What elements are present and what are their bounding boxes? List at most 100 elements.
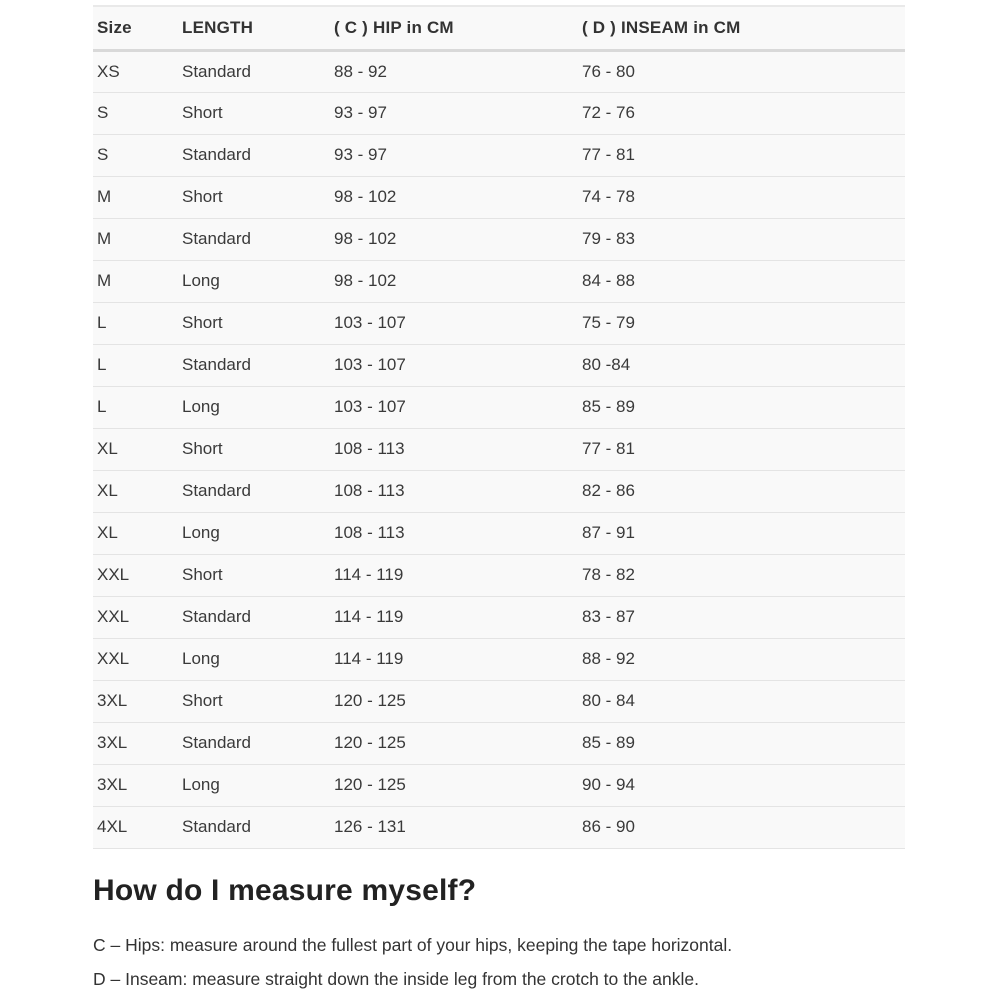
table-row: 3XL Long 120 - 125 90 - 94 <box>93 764 905 807</box>
cell-length: Long <box>178 386 330 429</box>
cell-inseam: 79 - 83 <box>578 218 905 261</box>
cell-length: Short <box>178 554 330 597</box>
cell-size: XL <box>93 512 178 555</box>
cell-hip: 126 - 131 <box>330 806 578 849</box>
cell-hip: 108 - 113 <box>330 428 578 471</box>
cell-hip: 93 - 97 <box>330 92 578 135</box>
cell-hip: 114 - 119 <box>330 596 578 639</box>
cell-length: Long <box>178 260 330 303</box>
cell-hip: 98 - 102 <box>330 176 578 219</box>
cell-size: M <box>93 218 178 261</box>
table-row: 3XL Short 120 - 125 80 - 84 <box>93 680 905 723</box>
cell-inseam: 88 - 92 <box>578 638 905 681</box>
cell-size: XL <box>93 470 178 513</box>
header-size: Size <box>93 6 178 52</box>
table-row: L Short 103 - 107 75 - 79 <box>93 302 905 345</box>
cell-size: L <box>93 344 178 387</box>
cell-inseam: 75 - 79 <box>578 302 905 345</box>
table-row: M Long 98 - 102 84 - 88 <box>93 260 905 303</box>
measure-title: How do I measure myself? <box>93 873 477 907</box>
hips-instruction: C – Hips: measure around the fullest par… <box>93 934 733 955</box>
size-chart-table: Size LENGTH ( C ) HIP in CM ( D ) INSEAM… <box>93 5 905 849</box>
size-chart-header: Size LENGTH ( C ) HIP in CM ( D ) INSEAM… <box>93 6 905 52</box>
cell-length: Short <box>178 92 330 135</box>
cell-hip: 103 - 107 <box>330 344 578 387</box>
cell-hip: 93 - 97 <box>330 134 578 177</box>
table-row: L Standard 103 - 107 80 -84 <box>93 344 905 387</box>
cell-length: Standard <box>178 470 330 513</box>
inseam-instruction: D – Inseam: measure straight down the in… <box>93 968 700 989</box>
cell-hip: 114 - 119 <box>330 554 578 597</box>
table-row: S Standard 93 - 97 77 - 81 <box>93 134 905 177</box>
cell-inseam: 76 - 80 <box>578 50 905 93</box>
table-row: XS Standard 88 - 92 76 - 80 <box>93 50 905 93</box>
cell-length: Standard <box>178 806 330 849</box>
measure-instructions: C – Hips: measure around the fullest par… <box>93 928 905 996</box>
cell-length: Standard <box>178 596 330 639</box>
cell-size: S <box>93 92 178 135</box>
cell-hip: 98 - 102 <box>330 260 578 303</box>
cell-inseam: 74 - 78 <box>578 176 905 219</box>
cell-inseam: 80 -84 <box>578 344 905 387</box>
cell-hip: 103 - 107 <box>330 386 578 429</box>
cell-size: XL <box>93 428 178 471</box>
table-row: XXL Short 114 - 119 78 - 82 <box>93 554 905 597</box>
table-row: 4XL Standard 126 - 131 86 - 90 <box>93 806 905 849</box>
cell-size: XXL <box>93 554 178 597</box>
cell-hip: 98 - 102 <box>330 218 578 261</box>
size-guide-content: Size LENGTH ( C ) HIP in CM ( D ) INSEAM… <box>93 5 905 996</box>
cell-hip: 88 - 92 <box>330 50 578 93</box>
cell-length: Long <box>178 512 330 555</box>
table-row: L Long 103 - 107 85 - 89 <box>93 386 905 429</box>
cell-length: Short <box>178 302 330 345</box>
header-inseam: ( D ) INSEAM in CM <box>578 6 905 52</box>
cell-size: XS <box>93 50 178 93</box>
cell-size: L <box>93 386 178 429</box>
cell-size: 3XL <box>93 680 178 723</box>
cell-size: M <box>93 176 178 219</box>
cell-size: 4XL <box>93 806 178 849</box>
cell-inseam: 78 - 82 <box>578 554 905 597</box>
cell-inseam: 77 - 81 <box>578 428 905 471</box>
table-row: XL Long 108 - 113 87 - 91 <box>93 512 905 555</box>
table-row: 3XL Standard 120 - 125 85 - 89 <box>93 722 905 765</box>
cell-size: XXL <box>93 596 178 639</box>
cell-inseam: 83 - 87 <box>578 596 905 639</box>
cell-length: Short <box>178 176 330 219</box>
cell-size: 3XL <box>93 722 178 765</box>
cell-inseam: 72 - 76 <box>578 92 905 135</box>
header-hip: ( C ) HIP in CM <box>330 6 578 52</box>
cell-size: 3XL <box>93 764 178 807</box>
cell-hip: 108 - 113 <box>330 470 578 513</box>
cell-size: S <box>93 134 178 177</box>
cell-hip: 114 - 119 <box>330 638 578 681</box>
cell-inseam: 85 - 89 <box>578 722 905 765</box>
cell-size: M <box>93 260 178 303</box>
cell-inseam: 80 - 84 <box>578 680 905 723</box>
cell-inseam: 77 - 81 <box>578 134 905 177</box>
cell-hip: 120 - 125 <box>330 764 578 807</box>
table-row: M Short 98 - 102 74 - 78 <box>93 176 905 219</box>
table-row: XXL Long 114 - 119 88 - 92 <box>93 638 905 681</box>
table-row: XXL Standard 114 - 119 83 - 87 <box>93 596 905 639</box>
cell-inseam: 84 - 88 <box>578 260 905 303</box>
measure-section: How do I measure myself? C – Hips: measu… <box>93 874 905 996</box>
header-length: LENGTH <box>178 6 330 52</box>
cell-size: L <box>93 302 178 345</box>
cell-length: Standard <box>178 134 330 177</box>
table-row: XL Standard 108 - 113 82 - 86 <box>93 470 905 513</box>
cell-hip: 120 - 125 <box>330 722 578 765</box>
cell-length: Short <box>178 428 330 471</box>
table-row: M Standard 98 - 102 79 - 83 <box>93 218 905 261</box>
cell-length: Long <box>178 638 330 681</box>
table-row: S Short 93 - 97 72 - 76 <box>93 92 905 135</box>
table-row: XL Short 108 - 113 77 - 81 <box>93 428 905 471</box>
cell-length: Standard <box>178 50 330 93</box>
cell-inseam: 86 - 90 <box>578 806 905 849</box>
cell-length: Short <box>178 680 330 723</box>
size-table-body: XS Standard 88 - 92 76 - 80 S Short 93 - 97 72 … <box>93 50 905 849</box>
cell-inseam: 90 - 94 <box>578 764 905 807</box>
cell-hip: 108 - 113 <box>330 512 578 555</box>
cell-length: Long <box>178 764 330 807</box>
cell-inseam: 82 - 86 <box>578 470 905 513</box>
